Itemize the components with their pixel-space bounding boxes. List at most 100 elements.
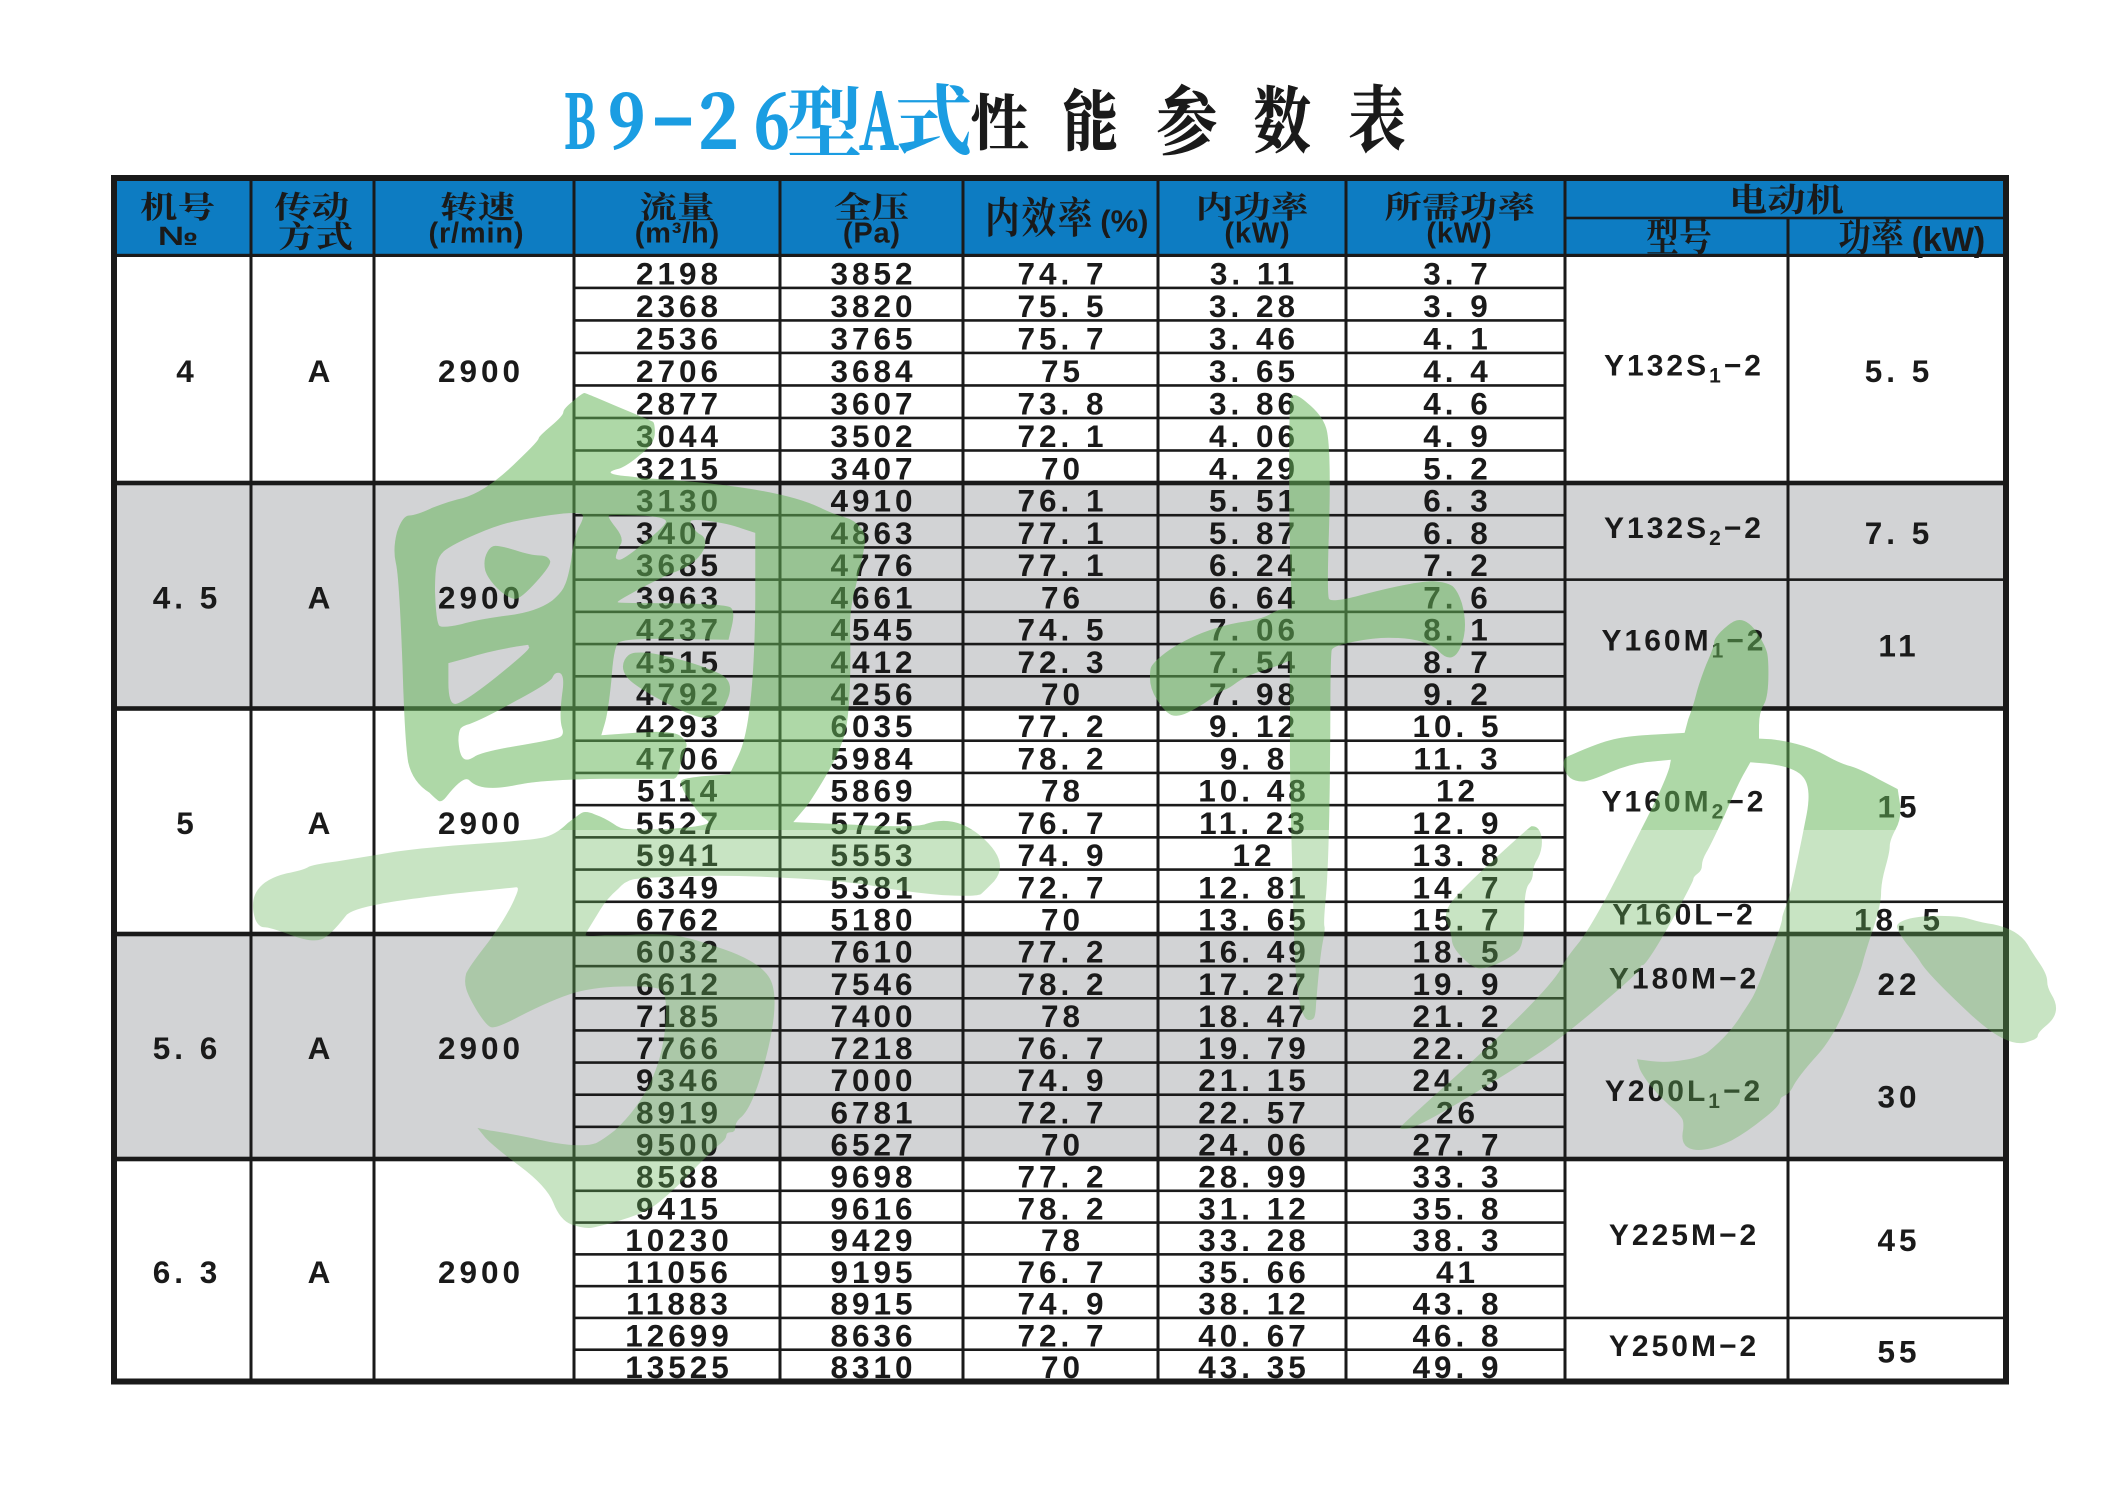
svg-text:76. 7: 76. 7: [1017, 805, 1107, 841]
svg-text:3502: 3502: [830, 418, 916, 454]
svg-text:12. 9: 12. 9: [1412, 805, 1502, 841]
svg-text:11. 3: 11. 3: [1413, 740, 1501, 776]
svg-text:(%): (%): [1100, 204, 1148, 239]
svg-text:№: №: [158, 221, 198, 251]
svg-text:9616: 9616: [830, 1190, 916, 1226]
svg-text:(kW): (kW): [1224, 218, 1290, 250]
svg-text:A: A: [308, 1030, 335, 1066]
svg-text:70: 70: [1041, 1127, 1084, 1163]
svg-text:33. 28: 33. 28: [1198, 1222, 1310, 1258]
svg-text:76. 7: 76. 7: [1017, 1030, 1107, 1066]
svg-text:33. 3: 33. 3: [1412, 1159, 1502, 1195]
svg-text:72. 1: 72. 1: [1017, 418, 1107, 454]
svg-text:3. 11: 3. 11: [1210, 255, 1298, 291]
svg-text:2877: 2877: [636, 385, 722, 421]
svg-text:4. 06: 4. 06: [1209, 418, 1299, 454]
svg-text:19. 79: 19. 79: [1198, 1030, 1310, 1066]
svg-text:A: A: [308, 579, 335, 615]
svg-text:3607: 3607: [830, 385, 916, 421]
svg-text:4. 29: 4. 29: [1209, 450, 1299, 486]
svg-text:77. 1: 77. 1: [1017, 547, 1107, 583]
svg-text:40. 67: 40. 67: [1198, 1317, 1310, 1353]
svg-text:2706: 2706: [636, 353, 722, 389]
svg-text:6. 3: 6. 3: [153, 1254, 222, 1290]
svg-text:2900: 2900: [438, 805, 524, 841]
svg-text:7546: 7546: [830, 966, 916, 1002]
svg-text:72. 3: 72. 3: [1017, 644, 1107, 680]
svg-text:22. 57: 22. 57: [1198, 1094, 1310, 1130]
svg-text:76. 7: 76. 7: [1017, 1254, 1107, 1290]
svg-text:11: 11: [1878, 628, 1919, 664]
svg-text:11056: 11056: [626, 1254, 732, 1290]
svg-text:A: A: [308, 353, 335, 389]
svg-text:6. 3: 6. 3: [1423, 483, 1492, 519]
svg-text:77. 2: 77. 2: [1017, 1159, 1107, 1195]
svg-text:(r/min): (r/min): [429, 218, 525, 250]
svg-text:76. 1: 76. 1: [1017, 483, 1107, 519]
svg-text:78. 2: 78. 2: [1017, 740, 1107, 776]
svg-text:9698: 9698: [830, 1159, 916, 1195]
svg-text:3. 86: 3. 86: [1209, 385, 1299, 421]
svg-text:6781: 6781: [830, 1094, 916, 1130]
svg-text:5180: 5180: [830, 902, 916, 938]
svg-text:9. 8: 9. 8: [1220, 740, 1289, 776]
svg-text:70: 70: [1041, 902, 1084, 938]
svg-text:3820: 3820: [830, 288, 916, 324]
svg-text:78. 2: 78. 2: [1017, 966, 1107, 1002]
svg-text:35. 66: 35. 66: [1198, 1254, 1310, 1290]
svg-text:6. 8: 6. 8: [1423, 515, 1492, 551]
svg-text:43. 35: 43. 35: [1198, 1349, 1310, 1385]
svg-text:9429: 9429: [830, 1222, 916, 1258]
svg-text:38. 3: 38. 3: [1412, 1222, 1502, 1258]
svg-text:7610: 7610: [830, 934, 916, 970]
svg-text:6527: 6527: [830, 1127, 916, 1163]
svg-text:(kW): (kW): [1426, 218, 1492, 250]
svg-text:75. 7: 75. 7: [1017, 320, 1107, 356]
svg-text:10. 5: 10. 5: [1412, 708, 1502, 744]
svg-text:12. 81: 12. 81: [1198, 869, 1310, 905]
svg-text:35. 8: 35. 8: [1412, 1190, 1502, 1226]
svg-text:16. 49: 16. 49: [1198, 934, 1310, 970]
svg-text:17. 27: 17. 27: [1198, 966, 1310, 1002]
svg-text:2368: 2368: [636, 288, 722, 324]
svg-text:2900: 2900: [438, 1030, 524, 1066]
svg-text:24. 06: 24. 06: [1198, 1127, 1310, 1163]
svg-text:21. 2: 21. 2: [1412, 998, 1502, 1034]
svg-text:12: 12: [1232, 837, 1275, 873]
svg-text:74. 7: 74. 7: [1017, 255, 1107, 291]
svg-text:5: 5: [176, 805, 198, 841]
svg-text:3. 7: 3. 7: [1423, 255, 1492, 291]
svg-text:(Pa): (Pa): [843, 218, 901, 250]
svg-text:A: A: [308, 1254, 335, 1290]
svg-text:Y132S2−2: Y132S2−2: [1604, 512, 1764, 550]
svg-text:2900: 2900: [438, 353, 524, 389]
svg-text:13525: 13525: [625, 1349, 733, 1385]
svg-text:5984: 5984: [830, 740, 916, 776]
svg-text:41: 41: [1436, 1254, 1479, 1290]
svg-text:70: 70: [1041, 450, 1084, 486]
svg-text:8310: 8310: [830, 1349, 916, 1385]
svg-text:3684: 3684: [830, 353, 916, 389]
svg-text:74. 9: 74. 9: [1017, 1286, 1107, 1322]
svg-text:7. 2: 7. 2: [1423, 547, 1492, 583]
svg-text:19. 9: 19. 9: [1412, 966, 1502, 1002]
svg-text:3. 65: 3. 65: [1209, 353, 1299, 389]
svg-text:7218: 7218: [830, 1030, 916, 1066]
svg-text:4: 4: [176, 353, 198, 389]
svg-text:55: 55: [1877, 1333, 1920, 1369]
svg-text:45: 45: [1877, 1222, 1920, 1258]
svg-text:(kW): (kW): [1912, 221, 1986, 259]
svg-text:7000: 7000: [830, 1062, 916, 1098]
svg-text:78: 78: [1041, 998, 1084, 1034]
svg-text:12: 12: [1436, 773, 1479, 809]
svg-text:6. 64: 6. 64: [1209, 579, 1299, 615]
svg-text:2900: 2900: [438, 1254, 524, 1290]
svg-text:11. 23: 11. 23: [1199, 805, 1309, 841]
svg-text:74. 5: 74. 5: [1017, 612, 1107, 648]
svg-text:8636: 8636: [830, 1317, 916, 1353]
svg-text:4. 1: 4. 1: [1423, 320, 1492, 356]
svg-text:3765: 3765: [830, 320, 916, 356]
svg-text:18. 47: 18. 47: [1198, 998, 1310, 1034]
svg-text:78: 78: [1041, 1222, 1084, 1258]
svg-text:74. 9: 74. 9: [1017, 837, 1107, 873]
